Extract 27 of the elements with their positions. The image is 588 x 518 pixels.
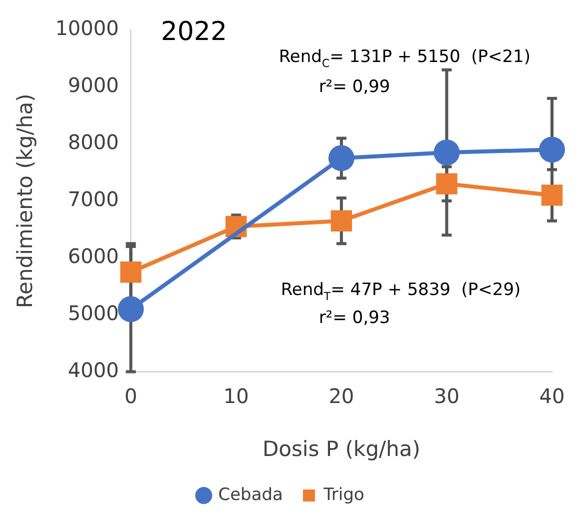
x-tick-label: 10 (223, 384, 249, 408)
x-tick-label: 30 (434, 384, 460, 408)
y-axis-title: Rendimiento (kg/ha) (13, 94, 38, 308)
y-tick-label: 7000 (68, 187, 119, 212)
annotation: r²= 0,99 (318, 77, 390, 97)
point (539, 136, 565, 163)
legend-label: Trigo (322, 484, 364, 505)
point (328, 145, 354, 172)
chart-title: 2022 (160, 17, 227, 47)
y-tick-label: 8000 (68, 130, 119, 154)
x-tick-label: 40 (539, 384, 565, 408)
point (120, 262, 142, 283)
y-tick-label: 6000 (68, 244, 119, 268)
x-tick-label: 0 (124, 384, 138, 408)
y-tick-label: 9000 (68, 73, 119, 98)
x-axis-title: Dosis P (kg/ha) (262, 436, 420, 461)
point (330, 210, 352, 232)
x-tick-label: 20 (328, 384, 354, 408)
annotation: r²= 0,93 (318, 308, 390, 328)
point (436, 173, 458, 194)
legend-label: Cebada (218, 484, 283, 505)
point (541, 184, 563, 206)
point (434, 139, 460, 166)
y-tick-label: 5000 (68, 301, 119, 326)
y-tick-label: 4000 (68, 358, 119, 382)
point (118, 296, 144, 322)
y-tick-label: 10000 (55, 16, 119, 40)
